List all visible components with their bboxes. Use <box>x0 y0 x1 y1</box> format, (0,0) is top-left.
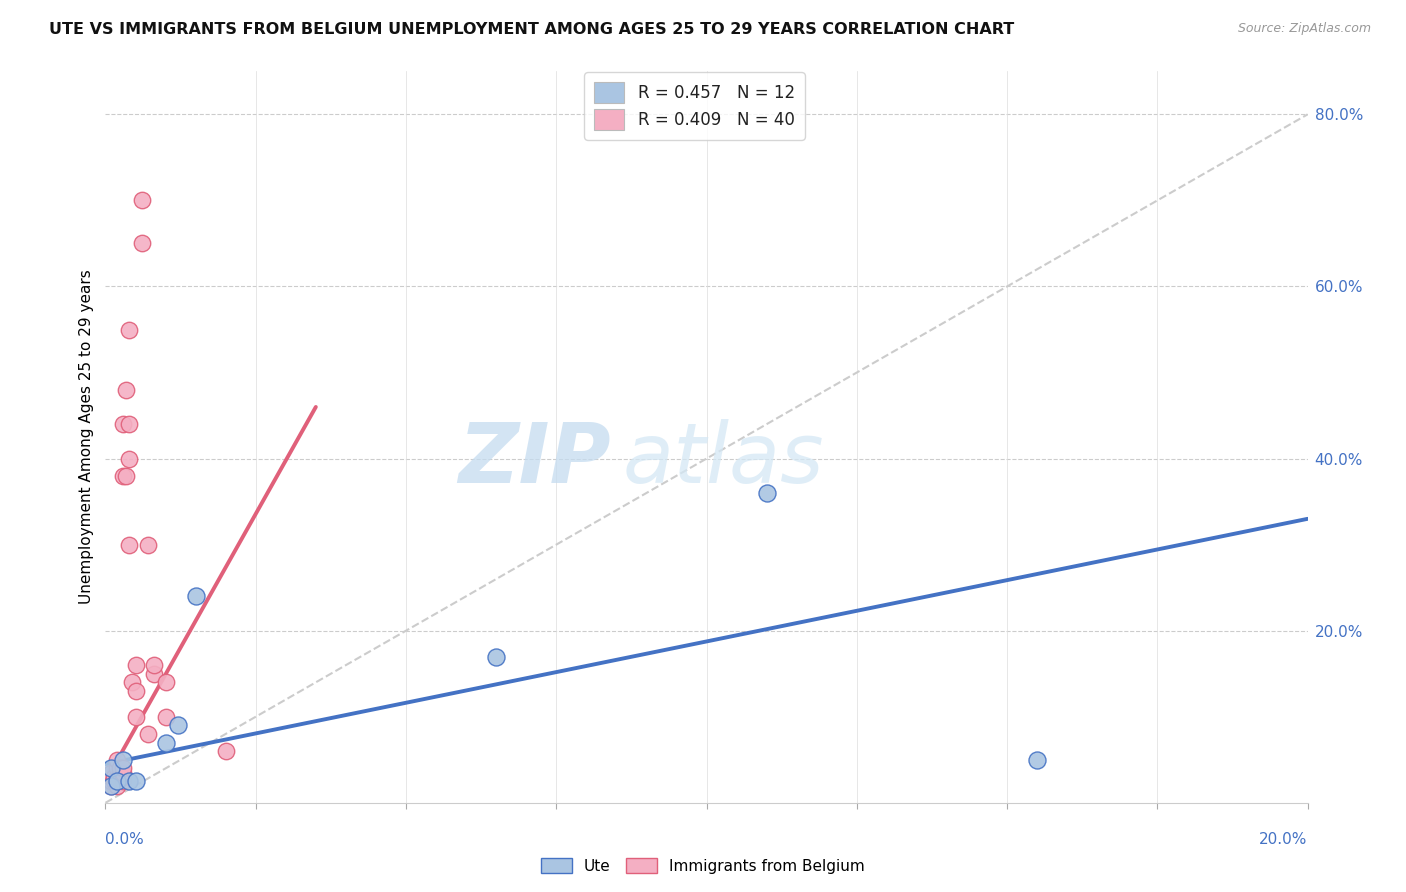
Point <box>100 779 122 793</box>
Point <box>118 538 141 552</box>
Point <box>214 744 236 758</box>
Point <box>103 774 125 789</box>
Point <box>97 770 120 784</box>
Point <box>100 779 122 793</box>
Point <box>124 710 146 724</box>
Point <box>115 383 138 397</box>
Point <box>107 753 129 767</box>
Point <box>103 770 125 784</box>
Point <box>155 675 177 690</box>
Point <box>755 486 778 500</box>
Point <box>107 774 129 789</box>
Text: 0.0%: 0.0% <box>105 832 145 847</box>
Point <box>485 649 508 664</box>
Point <box>136 538 159 552</box>
Point <box>112 753 135 767</box>
Point <box>184 589 207 603</box>
Point <box>112 468 135 483</box>
Point <box>100 770 122 784</box>
Point <box>131 194 153 208</box>
Point <box>118 774 141 789</box>
Point <box>107 779 129 793</box>
Point <box>97 774 120 789</box>
Point <box>124 774 146 789</box>
Text: UTE VS IMMIGRANTS FROM BELGIUM UNEMPLOYMENT AMONG AGES 25 TO 29 YEARS CORRELATIO: UTE VS IMMIGRANTS FROM BELGIUM UNEMPLOYM… <box>49 22 1015 37</box>
Point <box>112 417 135 432</box>
Text: atlas: atlas <box>623 418 824 500</box>
Point <box>136 727 159 741</box>
Point <box>100 765 122 780</box>
Point <box>142 658 165 673</box>
Point <box>155 710 177 724</box>
Legend: R = 0.457   N = 12, R = 0.409   N = 40: R = 0.457 N = 12, R = 0.409 N = 40 <box>585 72 804 140</box>
Point <box>118 451 141 466</box>
Point <box>166 718 188 732</box>
Point <box>142 666 165 681</box>
Point <box>107 770 129 784</box>
Point <box>121 675 143 690</box>
Point <box>118 417 141 432</box>
Point <box>112 770 135 784</box>
Point <box>110 761 132 775</box>
Point <box>155 735 177 749</box>
Point <box>100 774 122 789</box>
Point <box>100 761 122 775</box>
Legend: Ute, Immigrants from Belgium: Ute, Immigrants from Belgium <box>536 852 870 880</box>
Point <box>124 658 146 673</box>
Point <box>115 468 138 483</box>
Point <box>118 322 141 336</box>
Point <box>112 774 135 789</box>
Y-axis label: Unemployment Among Ages 25 to 29 years: Unemployment Among Ages 25 to 29 years <box>79 269 94 605</box>
Point <box>112 761 135 775</box>
Point <box>110 765 132 780</box>
Point <box>107 761 129 775</box>
Point <box>131 236 153 251</box>
Text: 20.0%: 20.0% <box>1260 832 1308 847</box>
Point <box>112 765 135 780</box>
Text: ZIP: ZIP <box>458 418 610 500</box>
Text: Source: ZipAtlas.com: Source: ZipAtlas.com <box>1237 22 1371 36</box>
Point <box>1026 753 1049 767</box>
Point <box>124 684 146 698</box>
Point <box>107 774 129 789</box>
